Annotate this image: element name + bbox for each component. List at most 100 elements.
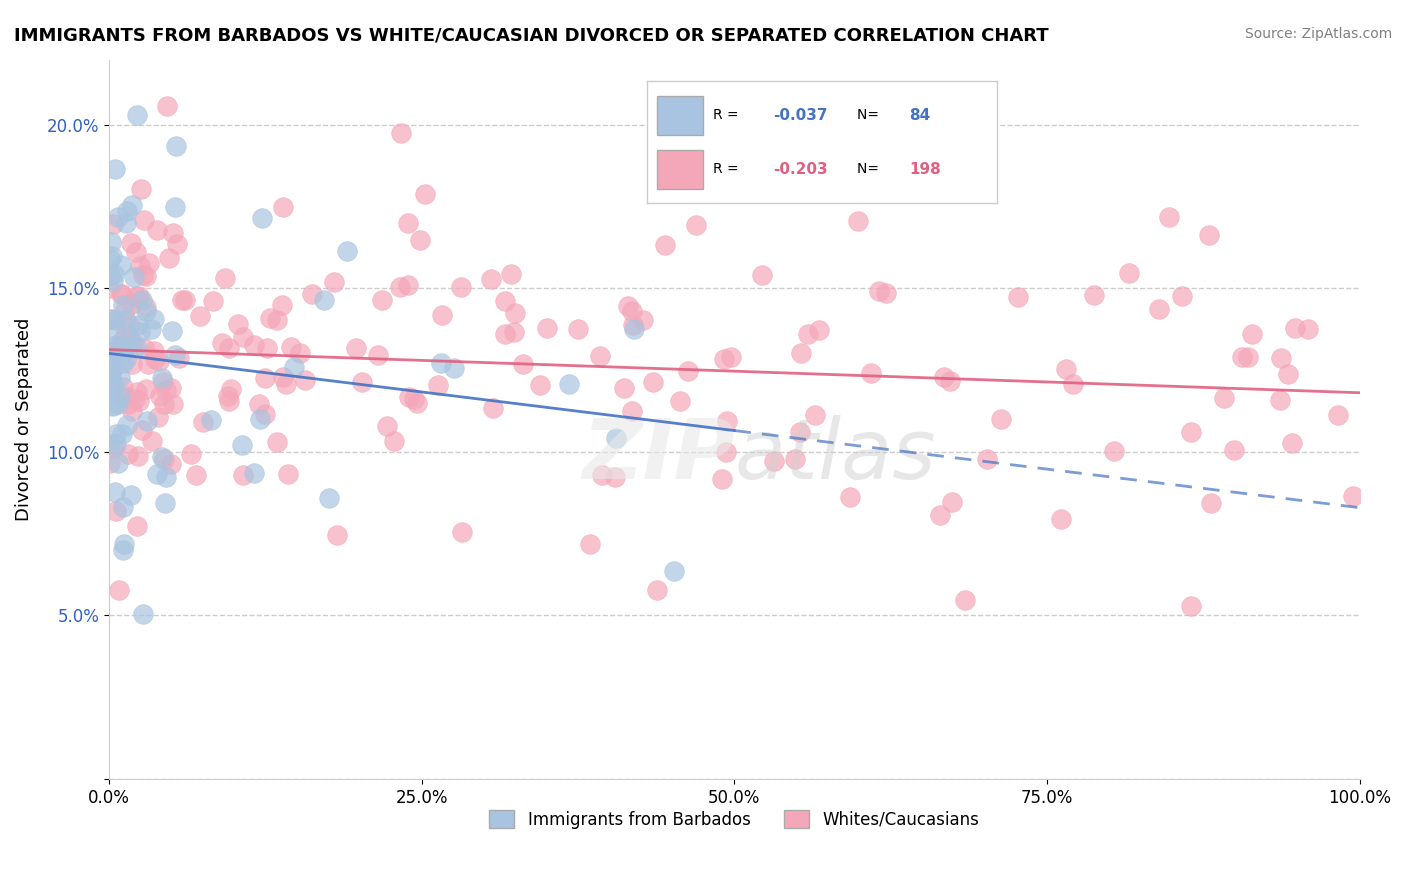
Point (104, 338, 127, 352)
Point (115, 417, 138, 432)
Point (110, 335, 132, 350)
Point (396, 277, 419, 292)
Point (266, 434, 288, 449)
Point (578, 537, 600, 551)
Point (101, 311, 124, 326)
Point (605, 432, 627, 446)
Point (162, 325, 184, 339)
Point (138, 256, 160, 270)
Point (101, 339, 124, 353)
Point (218, 393, 240, 408)
Point (112, 536, 135, 550)
Point (1270, 351, 1292, 365)
Point (494, 293, 516, 308)
Point (155, 99, 177, 113)
Point (125, 244, 148, 259)
Point (135, 382, 157, 396)
Point (591, 467, 613, 482)
Point (115, 203, 138, 218)
Point (567, 322, 589, 336)
Point (1284, 321, 1306, 335)
Point (283, 359, 305, 374)
Point (124, 340, 146, 354)
Point (108, 369, 131, 384)
Point (125, 519, 148, 533)
Point (1180, 425, 1202, 440)
Point (172, 293, 194, 308)
Point (148, 353, 170, 368)
Point (955, 592, 977, 607)
Point (132, 268, 155, 283)
Point (326, 528, 349, 542)
Point (388, 279, 411, 293)
Point (98, 363, 121, 377)
Point (103, 399, 125, 413)
Point (645, 582, 668, 597)
Point (135, 304, 157, 318)
Point (105, 437, 128, 451)
Point (127, 450, 149, 464)
Point (259, 311, 281, 326)
Point (167, 351, 190, 366)
Point (1223, 442, 1246, 457)
Point (201, 294, 224, 309)
Point (377, 418, 399, 433)
Point (112, 543, 135, 558)
Point (617, 299, 640, 313)
Point (108, 389, 131, 403)
Point (120, 488, 142, 502)
Point (108, 582, 131, 597)
Point (100, 370, 122, 384)
Text: IMMIGRANTS FROM BARBADOS VS WHITE/CAUCASIAN DIVORCED OR SEPARATED CORRELATION CH: IMMIGRANTS FROM BARBADOS VS WHITE/CAUCAS… (14, 27, 1049, 45)
Point (141, 322, 163, 336)
Point (121, 404, 143, 418)
Point (111, 286, 134, 301)
Legend: Immigrants from Barbados, Whites/Caucasians: Immigrants from Barbados, Whites/Caucasi… (482, 804, 986, 835)
Point (669, 394, 692, 409)
Point (443, 360, 465, 375)
Point (1062, 377, 1084, 392)
Point (163, 348, 186, 362)
Point (720, 350, 742, 364)
Point (1102, 444, 1125, 458)
Point (1296, 322, 1319, 336)
Point (783, 452, 806, 467)
Point (505, 306, 527, 320)
Point (409, 233, 432, 247)
Point (1240, 326, 1263, 341)
Point (641, 376, 664, 390)
Point (98, 269, 121, 284)
Point (160, 457, 183, 471)
Point (367, 348, 389, 362)
Point (1198, 227, 1220, 242)
Point (117, 397, 139, 411)
Point (631, 313, 654, 327)
Point (120, 235, 142, 250)
Point (875, 286, 897, 301)
Point (152, 375, 174, 389)
Point (664, 564, 686, 578)
Point (603, 470, 626, 484)
Point (162, 397, 184, 411)
Point (654, 238, 676, 252)
Point (184, 468, 207, 483)
Point (136, 358, 159, 372)
Point (165, 139, 187, 153)
Point (976, 452, 998, 467)
Point (482, 401, 505, 416)
Point (451, 525, 474, 540)
Point (98, 252, 121, 266)
Point (1149, 302, 1171, 317)
Point (226, 318, 249, 332)
Point (1118, 266, 1140, 280)
Point (100, 235, 122, 249)
Point (143, 312, 166, 326)
Text: atlas: atlas (734, 415, 936, 496)
Point (621, 318, 644, 332)
Point (1180, 599, 1202, 613)
Point (132, 212, 155, 227)
Point (121, 297, 143, 311)
Point (125, 288, 148, 302)
Point (763, 454, 786, 468)
Point (270, 298, 292, 312)
